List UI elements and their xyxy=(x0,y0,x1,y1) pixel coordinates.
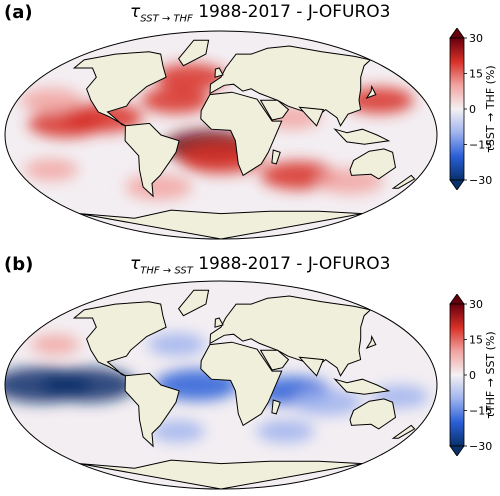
value-patch-b-1 xyxy=(42,367,136,403)
land-australia-a xyxy=(349,148,397,180)
land-antarctica-a xyxy=(79,209,363,239)
colorbar-extend-top-b xyxy=(449,294,465,305)
land-madagascar-a xyxy=(271,149,281,165)
land-arabia-b xyxy=(259,349,290,371)
land-greenland-a xyxy=(177,39,210,67)
title-rest-b: 1988-2017 - J-OFURO3 xyxy=(192,254,391,274)
land-new-zealand-a xyxy=(391,174,416,189)
land-south-america-b xyxy=(124,372,180,448)
colorbar-tick-label-b-1: 15 xyxy=(469,334,483,347)
colorbar-extend-top-a xyxy=(449,28,465,39)
map-b xyxy=(4,280,438,490)
value-patch-a-2 xyxy=(141,87,211,114)
value-patch-b-8 xyxy=(256,419,315,443)
map-a xyxy=(4,30,438,240)
value-patch-b-9 xyxy=(151,420,205,443)
colorbar-tick-label-b-0: 30 xyxy=(469,298,483,311)
map-border-b xyxy=(4,280,438,490)
land-north-america-b xyxy=(72,301,167,377)
colorbar-extend-bottom-b xyxy=(449,445,465,456)
land-europe-asia-b xyxy=(209,295,372,377)
colorbar-tick-label-a-2: 0 xyxy=(469,103,476,116)
land-japan-a xyxy=(365,84,377,99)
title-subscript-a: SST → THF xyxy=(140,13,193,25)
land-new-zealand-b xyxy=(391,424,416,439)
land-japan-b xyxy=(365,334,377,349)
title-subscript-b: THF → SST xyxy=(140,265,193,277)
colorbar-gradient-a xyxy=(449,37,465,181)
colorbar-gradient-b xyxy=(449,303,465,447)
value-patch-a-7 xyxy=(344,87,414,114)
value-patch-b-7 xyxy=(30,334,80,355)
colorbar-tick-label-a-3: −15 xyxy=(469,139,492,152)
title-symbol-b: τ xyxy=(130,254,141,274)
land-indonesia-b xyxy=(333,378,391,395)
value-patch-a-8 xyxy=(20,88,83,113)
land-uk-b xyxy=(214,317,224,328)
colorbar-extend-bottom-a xyxy=(449,179,465,190)
colorbar-tick-label-b-3: −15 xyxy=(469,405,492,418)
colorbar-a: 30 15 0 −15 −30 τSST → THF (%) xyxy=(449,28,497,190)
colorbar-tick-label-b-2: 0 xyxy=(469,369,476,382)
land-europe-asia-a xyxy=(209,45,372,127)
land-madagascar-b xyxy=(271,399,281,415)
land-uk-a xyxy=(214,67,224,78)
colorbar-label-b: τTHF → SST (%) xyxy=(484,331,497,418)
title-rest-a: 1988-2017 - J-OFURO3 xyxy=(192,2,391,22)
land-indonesia-a xyxy=(333,128,391,145)
colorbar-tick-label-b-4: −30 xyxy=(469,440,492,453)
title-a: τSST → THF 1988-2017 - J-OFURO3 xyxy=(130,2,390,24)
map-border-a xyxy=(4,30,438,240)
value-patch-b-5 xyxy=(147,333,206,357)
land-africa-b xyxy=(200,341,283,427)
colorbar-tick-label-a-0: 30 xyxy=(469,32,483,45)
colorbar-label-a: τSST → THF (%) xyxy=(484,65,497,152)
land-australia-b xyxy=(349,398,397,430)
value-patch-a-12 xyxy=(24,158,79,181)
title-symbol-a: τ xyxy=(130,2,141,22)
colorbar-tick-label-a-4: −30 xyxy=(469,174,492,187)
land-south-america-a xyxy=(124,122,180,198)
land-india-a xyxy=(298,106,325,127)
land-arabia-a xyxy=(259,99,290,121)
panel-label-a: (a) xyxy=(4,2,33,23)
panel-a: (a) τSST → THF 1988-2017 - J-OFURO3 30 15… xyxy=(0,0,500,246)
value-patch-a-10 xyxy=(125,174,193,200)
value-patch-b-4 xyxy=(292,389,362,416)
land-africa-a xyxy=(200,91,283,177)
colorbar-b: 30 15 0 −15 −30 τTHF → SST (%) xyxy=(449,294,497,456)
land-india-b xyxy=(298,356,325,377)
land-antarctica-b xyxy=(79,459,363,489)
colorbar-tick-label-a-1: 15 xyxy=(469,68,483,81)
panel-label-b: (b) xyxy=(4,254,34,275)
value-patch-a-3 xyxy=(155,63,227,91)
title-b: τTHF → SST 1988-2017 - J-OFURO3 xyxy=(130,254,390,276)
land-greenland-b xyxy=(177,289,210,317)
panel-b: (b) τTHF → SST 1988-2017 - J-OFURO3 30 15… xyxy=(0,250,500,496)
land-north-america-a xyxy=(72,51,167,127)
